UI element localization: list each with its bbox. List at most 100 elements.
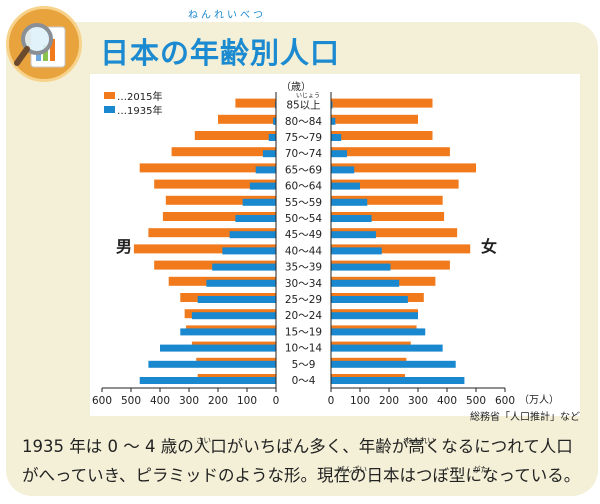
bar-1935-female-17 (331, 101, 333, 109)
tick-label-left-6: 0 (273, 395, 280, 407)
caption-ruby-sai: さい (196, 436, 211, 445)
male-label: 男 (116, 237, 132, 256)
legend: …2015年 …1935年 (104, 90, 162, 117)
axes-group: 600 600 500 500 400 400 300 300 200 200 100 100 0 0 (92, 92, 515, 407)
age-label-ruby: いじょう (296, 93, 320, 100)
bar-1935-female-0 (331, 377, 465, 384)
tick-label-right-1: 500 (466, 395, 486, 407)
x-axis-unit: （万人） (519, 394, 559, 406)
bar-1935-male-3 (180, 328, 276, 336)
bar-2015-female-17 (331, 98, 433, 108)
age-label-0: 0～4 (292, 375, 316, 387)
bar-1935-female-13 (331, 166, 355, 174)
female-label: 女 (481, 237, 497, 256)
bar-2015-male-15 (194, 131, 276, 140)
bar-1935-male-0 (139, 377, 276, 384)
bar-2015-female-11 (331, 195, 443, 205)
bar-2015-male-10 (162, 212, 276, 221)
bar-2015-female-15 (331, 131, 433, 140)
bar-1935-male-1 (148, 360, 276, 368)
bar-2015-female-9 (331, 228, 458, 238)
caption-ruby-genzai: げんざい (337, 465, 367, 474)
caption: さい ねんれい げんざい がた 1935 年は 0 ～ 4 歳の人口がいちばん多… (22, 432, 592, 490)
bar-2015-female-10 (331, 212, 445, 221)
legend-label-1935: …1935年 (117, 104, 162, 117)
age-label-5: 25～29 (285, 294, 322, 306)
legend-label-2015: …2015年 (117, 90, 162, 103)
page-title: 日本の年齢別人口 (100, 36, 341, 70)
bar-2015-female-12 (331, 179, 459, 189)
bar-1935-male-7 (212, 263, 276, 271)
bar-1935-male-8 (222, 247, 276, 255)
age-label-12: 60～64 (285, 181, 323, 193)
age-label-8: 40～44 (285, 245, 323, 257)
tick-label-left-4: 200 (208, 395, 228, 407)
bar-2015-female-13 (331, 163, 476, 173)
bar-1935-female-7 (331, 263, 391, 271)
bar-2015-male-8 (133, 244, 276, 254)
bar-2015-female-8 (331, 244, 471, 254)
bar-1935-female-2 (331, 344, 443, 352)
bar-1935-female-14 (331, 150, 347, 158)
bar-1935-male-16 (273, 117, 276, 125)
bar-2015-male-16 (218, 114, 276, 124)
tick-label-left-0: 600 (92, 395, 112, 407)
tick-label-left-1: 500 (121, 395, 141, 407)
tick-label-left-5: 100 (237, 395, 257, 407)
bar-1935-female-6 (331, 279, 400, 287)
bar-1935-male-5 (197, 296, 276, 303)
bar-1935-female-3 (331, 328, 426, 336)
caption-ruby-nenrei: ねんれい (405, 436, 435, 445)
bar-2015-female-14 (331, 147, 450, 157)
title-ruby: ねんれいべつ (188, 10, 266, 21)
legend-swatch-1935 (104, 106, 115, 113)
legend-swatch-2015 (104, 92, 115, 99)
bar-1935-female-11 (331, 198, 368, 206)
age-label-3: 15～19 (285, 326, 322, 338)
bars-group (133, 98, 476, 384)
age-label-16: 80～84 (285, 116, 323, 128)
bar-2015-male-11 (165, 195, 276, 205)
tick-label-left-2: 400 (150, 395, 170, 407)
y-axis-unit: （歳） (281, 81, 311, 93)
bar-1935-female-1 (331, 360, 456, 368)
caption-ruby-gata: がた (473, 465, 488, 474)
tick-label-left-3: 300 (179, 395, 199, 407)
age-label-10: 50～54 (285, 213, 323, 225)
bar-1935-female-10 (331, 215, 372, 222)
tick-label-right-3: 300 (408, 395, 428, 407)
age-label-15: 75～79 (285, 132, 322, 144)
bar-1935-male-11 (242, 198, 276, 206)
age-label-2: 10～14 (285, 343, 323, 355)
bar-1935-female-4 (331, 312, 418, 320)
bar-1935-male-13 (255, 166, 276, 174)
bar-1935-male-4 (191, 312, 276, 320)
tick-label-right-6: 0 (328, 395, 335, 407)
bar-1935-female-12 (331, 182, 360, 190)
bar-2015-male-9 (148, 228, 276, 238)
bar-2015-male-13 (139, 163, 276, 173)
bar-1935-male-6 (206, 279, 276, 287)
bar-1935-female-8 (331, 247, 382, 255)
bar-1935-male-15 (268, 134, 276, 141)
age-label-1: 5～9 (292, 359, 316, 371)
age-label-7: 35～39 (285, 262, 322, 274)
bar-1935-female-16 (331, 117, 336, 125)
magnifier-badge-icon (6, 6, 82, 82)
bar-2015-male-12 (154, 179, 276, 189)
tick-label-right-2: 400 (437, 395, 457, 407)
age-label-6: 30～34 (285, 278, 323, 290)
age-labels-group: 0～4 5～9 10～14 15～19 20～24 25～29 30～34 35～39 40～4… (285, 93, 323, 387)
bar-1935-male-2 (160, 344, 276, 352)
bar-2015-male-14 (171, 147, 276, 157)
tick-label-right-5: 100 (350, 395, 370, 407)
bar-2015-male-17 (235, 98, 276, 108)
bar-1935-female-5 (331, 296, 408, 303)
tick-label-right-0: 600 (495, 395, 515, 407)
age-label-9: 45～49 (285, 229, 322, 241)
bar-2015-female-16 (331, 114, 418, 124)
tick-label-right-4: 200 (379, 395, 399, 407)
age-label-11: 55～59 (285, 197, 322, 209)
bar-1935-female-15 (331, 134, 342, 141)
